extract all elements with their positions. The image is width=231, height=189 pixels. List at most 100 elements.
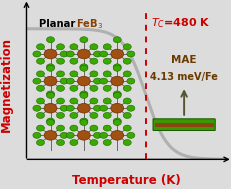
Circle shape — [70, 85, 78, 91]
Circle shape — [100, 105, 108, 111]
Circle shape — [80, 37, 88, 43]
Circle shape — [80, 92, 88, 98]
FancyBboxPatch shape — [153, 119, 215, 131]
Circle shape — [70, 44, 78, 50]
Circle shape — [127, 105, 135, 111]
Circle shape — [46, 118, 55, 124]
Circle shape — [60, 105, 68, 111]
Circle shape — [123, 58, 131, 64]
Circle shape — [100, 78, 108, 84]
Circle shape — [36, 44, 45, 50]
Circle shape — [57, 44, 64, 50]
Text: Temperature (K): Temperature (K) — [72, 174, 181, 187]
Circle shape — [77, 103, 90, 113]
Circle shape — [123, 125, 131, 131]
Circle shape — [80, 64, 88, 70]
Circle shape — [57, 85, 64, 91]
Text: Magnetization: Magnetization — [0, 37, 13, 132]
Circle shape — [80, 65, 88, 71]
Circle shape — [103, 125, 111, 131]
Circle shape — [57, 125, 64, 131]
Circle shape — [57, 71, 64, 77]
Circle shape — [90, 139, 98, 146]
Circle shape — [103, 139, 111, 146]
Circle shape — [103, 85, 111, 91]
Text: 4.13 meV/Fe: 4.13 meV/Fe — [150, 72, 218, 82]
Circle shape — [60, 78, 68, 84]
Circle shape — [33, 51, 41, 57]
Circle shape — [90, 58, 98, 64]
Circle shape — [103, 71, 111, 77]
Circle shape — [111, 76, 124, 86]
Circle shape — [113, 91, 121, 97]
Circle shape — [70, 139, 78, 146]
Circle shape — [113, 119, 121, 125]
Circle shape — [44, 49, 57, 59]
Circle shape — [46, 119, 55, 125]
Circle shape — [94, 105, 101, 111]
Circle shape — [36, 58, 45, 64]
Circle shape — [94, 51, 101, 57]
Circle shape — [33, 132, 41, 138]
Circle shape — [111, 131, 124, 140]
Circle shape — [66, 51, 74, 57]
Circle shape — [80, 118, 88, 124]
Circle shape — [46, 37, 55, 43]
Circle shape — [113, 92, 121, 98]
Circle shape — [113, 64, 121, 70]
Circle shape — [36, 71, 45, 77]
Circle shape — [90, 112, 98, 119]
Circle shape — [100, 51, 108, 57]
Circle shape — [77, 76, 90, 86]
Circle shape — [123, 71, 131, 77]
Circle shape — [94, 132, 101, 138]
Circle shape — [46, 65, 55, 71]
Circle shape — [127, 132, 135, 138]
Bar — [155, 123, 214, 127]
Circle shape — [36, 139, 45, 146]
Circle shape — [103, 98, 111, 104]
Text: MAE: MAE — [171, 55, 197, 65]
Circle shape — [123, 112, 131, 119]
Circle shape — [57, 139, 64, 146]
Circle shape — [57, 98, 64, 104]
Circle shape — [70, 112, 78, 119]
Circle shape — [113, 65, 121, 71]
Circle shape — [57, 58, 64, 64]
Circle shape — [66, 105, 74, 111]
Text: FeB$_3$: FeB$_3$ — [76, 17, 103, 31]
Circle shape — [127, 51, 135, 57]
Circle shape — [90, 98, 98, 104]
Circle shape — [94, 78, 101, 84]
Circle shape — [103, 44, 111, 50]
Circle shape — [46, 92, 55, 98]
Circle shape — [36, 125, 45, 131]
Circle shape — [90, 125, 98, 131]
Text: $T_C$=480 K: $T_C$=480 K — [151, 16, 210, 29]
Circle shape — [80, 119, 88, 125]
Circle shape — [66, 78, 74, 84]
Circle shape — [70, 125, 78, 131]
Circle shape — [80, 91, 88, 97]
Circle shape — [113, 118, 121, 124]
Circle shape — [127, 78, 135, 84]
Circle shape — [57, 112, 64, 119]
Circle shape — [90, 44, 98, 50]
Circle shape — [44, 131, 57, 140]
Circle shape — [123, 139, 131, 146]
Circle shape — [123, 98, 131, 104]
Circle shape — [90, 71, 98, 77]
Circle shape — [111, 49, 124, 59]
Circle shape — [66, 132, 74, 138]
Text: Planar: Planar — [40, 19, 79, 29]
Circle shape — [36, 112, 45, 119]
Circle shape — [100, 132, 108, 138]
Circle shape — [77, 131, 90, 140]
Circle shape — [33, 78, 41, 84]
Circle shape — [70, 71, 78, 77]
Circle shape — [77, 49, 90, 59]
Circle shape — [70, 98, 78, 104]
Circle shape — [103, 112, 111, 119]
Circle shape — [60, 132, 68, 138]
Circle shape — [60, 51, 68, 57]
